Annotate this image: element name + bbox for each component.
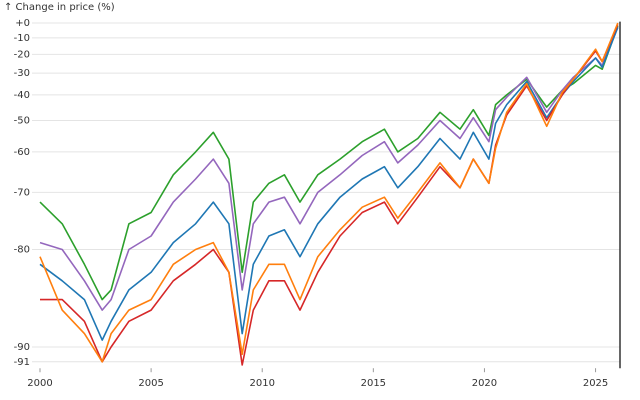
x-tick-label: 2005: [138, 378, 163, 389]
series-line: [39, 27, 619, 341]
y-tick-label: -40: [14, 90, 30, 101]
x-tick-label: 2010: [249, 378, 274, 389]
y-tick-label: -10: [14, 33, 30, 44]
y-tick-label: -60: [14, 147, 30, 158]
y-tick-label: -70: [14, 187, 30, 198]
series-line: [39, 26, 619, 311]
x-tick-label: 2020: [472, 378, 497, 389]
y-tick-label: -20: [14, 49, 30, 60]
series-line: [39, 25, 619, 301]
y-tick-label: -30: [14, 68, 30, 79]
x-tick-label: 2000: [27, 378, 52, 389]
y-tick-label: -80: [14, 244, 30, 255]
series-line: [39, 22, 619, 363]
y-axis-label: ↑ Change in price (%): [4, 2, 115, 13]
x-tick-label: 2025: [583, 378, 608, 389]
y-tick-label: +0: [15, 18, 30, 29]
y-tick-label: -50: [14, 116, 30, 127]
y-tick-label: -91: [14, 357, 30, 368]
x-tick-label: 2015: [361, 378, 386, 389]
y-tick-label: -90: [14, 342, 30, 353]
